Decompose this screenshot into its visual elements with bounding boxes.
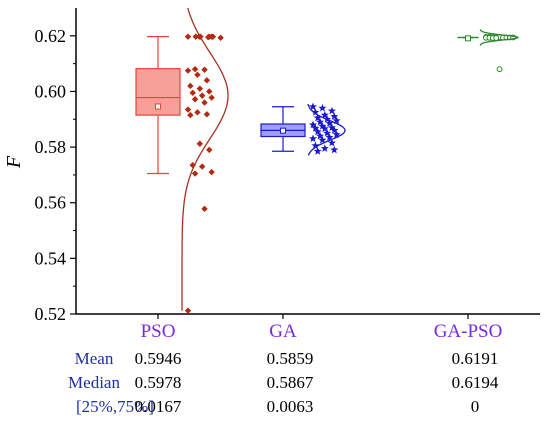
x-category-label: GA-PSO (434, 321, 503, 342)
data-point (325, 119, 334, 127)
data-point (198, 163, 206, 170)
data-point (208, 94, 215, 101)
y-tick-label: 0.56 (35, 193, 67, 213)
y-tick-label: 0.62 (35, 26, 67, 46)
distribution-curve (307, 103, 346, 156)
data-point (313, 147, 322, 155)
distribution-curve (479, 29, 519, 46)
data-point (203, 77, 211, 84)
mean-marker (155, 103, 161, 110)
stats-value: 0.5867 (267, 373, 314, 392)
stats-value: 0.6194 (452, 373, 499, 392)
data-point (493, 35, 500, 41)
x-category-label: GA (269, 321, 297, 342)
stats-value: 0.6191 (452, 349, 499, 368)
stats-value: 0.0063 (267, 397, 314, 416)
data-point (184, 67, 192, 74)
data-point (327, 138, 336, 147)
stats-value: 0.5946 (135, 349, 182, 368)
stats-row-label: [25%,75%] (76, 397, 154, 416)
data-point (320, 124, 329, 133)
data-point (316, 117, 325, 126)
data-point (323, 129, 332, 137)
data-point (309, 102, 317, 111)
data-point (194, 109, 201, 116)
data-point (313, 127, 322, 136)
data-point (204, 34, 212, 41)
data-point (208, 168, 215, 176)
data-point (203, 111, 211, 118)
data-point (316, 131, 325, 140)
data-point (309, 134, 317, 143)
data-point (201, 99, 208, 106)
y-tick-label: 0.52 (35, 304, 67, 324)
data-point (191, 96, 199, 103)
data-point (330, 126, 339, 134)
data-point (318, 135, 327, 144)
distribution-curve (181, 7, 229, 311)
data-point (187, 82, 194, 90)
mean-marker (465, 35, 471, 42)
data-point (311, 141, 320, 150)
stats-value: 0 (471, 397, 480, 416)
y-axis-title: F (3, 155, 25, 169)
data-point (196, 85, 204, 92)
data-point (184, 106, 192, 113)
stats-value: 0.0167 (135, 397, 182, 416)
data-point (327, 106, 336, 115)
data-point (192, 33, 199, 40)
data-point (311, 124, 320, 132)
mean-marker (280, 127, 286, 134)
stats-value: 0.5978 (135, 373, 182, 392)
data-point (191, 66, 199, 73)
data-point (318, 103, 327, 112)
data-point (217, 34, 224, 41)
data-point (189, 89, 196, 97)
data-point (309, 120, 317, 129)
y-tick-label: 0.60 (35, 81, 67, 101)
stats-row-label: Median (68, 373, 120, 392)
data-point (206, 146, 213, 154)
data-point (496, 66, 503, 73)
data-point (194, 71, 201, 78)
data-point (196, 140, 204, 147)
data-point (320, 110, 329, 119)
data-point (187, 111, 194, 119)
data-point (184, 33, 192, 40)
x-category-label: PSO (141, 321, 176, 342)
data-point (330, 112, 339, 120)
data-point (327, 123, 336, 131)
data-point (332, 116, 341, 125)
stats-value: 0.5859 (267, 349, 314, 368)
data-point (313, 113, 322, 122)
y-tick-label: 0.54 (35, 248, 67, 268)
data-point (320, 144, 329, 152)
data-point (184, 307, 192, 314)
data-point (330, 145, 339, 154)
data-point (191, 170, 199, 177)
data-point (201, 66, 208, 73)
stats-row-label: Mean (75, 349, 114, 368)
data-point (311, 108, 320, 116)
data-point (206, 88, 213, 95)
data-point (332, 130, 341, 138)
y-tick-label: 0.58 (35, 137, 67, 157)
data-point (198, 92, 206, 99)
data-point (201, 205, 208, 213)
